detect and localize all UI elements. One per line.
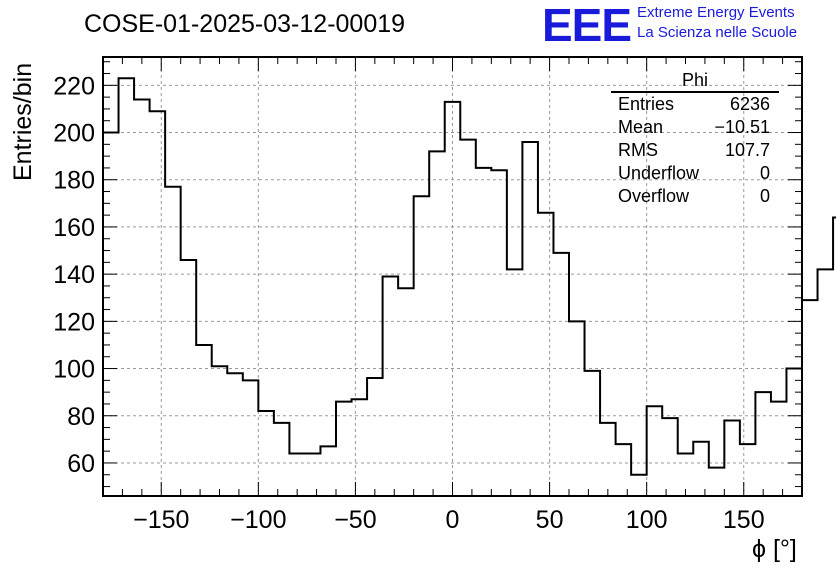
histogram-bin: [585, 371, 601, 496]
histogram-bin: [755, 392, 771, 496]
histogram-bin: [631, 475, 647, 496]
x-tick-label: 0: [446, 506, 460, 534]
histogram-bin: [103, 133, 119, 496]
stats-row-overflow: Overflow 0: [611, 185, 779, 208]
eee-logo: EEE: [542, 0, 632, 51]
stats-key: Entries: [618, 94, 675, 114]
histogram-bin: [367, 378, 383, 496]
stats-key: Overflow: [618, 186, 690, 206]
histogram-bin: [429, 151, 445, 496]
stats-key: Mean: [618, 117, 664, 137]
histogram-bin: [491, 170, 507, 496]
histogram-bin: [274, 423, 290, 496]
histogram-bin: [522, 142, 538, 496]
stats-value: 0: [759, 186, 770, 206]
x-tick-label: −100: [230, 506, 286, 534]
histogram-bin: [243, 380, 259, 496]
histogram-bin: [336, 402, 352, 496]
stats-value: 0: [759, 163, 770, 183]
histogram-bin: [134, 99, 150, 496]
stats-row-entries: Entries 6236: [611, 93, 779, 116]
histogram-bin: [445, 102, 461, 496]
histogram-bin: [662, 418, 678, 496]
histogram-bin: [693, 442, 709, 496]
y-tick-label: 140: [53, 261, 95, 289]
y-tick-label: 120: [53, 308, 95, 336]
plot-frame: [102, 56, 803, 497]
y-tick-label: 220: [53, 72, 95, 100]
stats-value: 6236: [729, 94, 770, 114]
histogram-bin: [538, 213, 554, 496]
histogram-bin: [352, 399, 368, 496]
histogram-bin: [569, 321, 585, 496]
stats-key: RMS: [618, 140, 658, 160]
brand-line-2: La Scienza nelle Scuole: [637, 24, 798, 41]
x-tick-label: −50: [334, 506, 376, 534]
histogram-bin: [320, 446, 336, 496]
histogram-bin: [383, 277, 399, 497]
histogram-bin: [181, 260, 197, 496]
y-axis-label: Entries/bin: [9, 62, 37, 181]
y-tick-label: 100: [53, 356, 95, 384]
y-tick-label: 180: [53, 167, 95, 195]
x-axis-label: ϕ [°]: [752, 535, 797, 563]
histogram-bin: [740, 444, 756, 496]
stats-title: Phi: [611, 70, 779, 93]
histogram-bin: [786, 369, 802, 496]
histogram-bin: [258, 411, 274, 496]
stats-row-mean: Mean −10.51: [611, 116, 779, 139]
x-tick-label: 50: [536, 506, 564, 534]
x-tick-label: 150: [723, 506, 765, 534]
histogram-bin: [414, 196, 430, 496]
histogram-bin: [165, 187, 181, 496]
histogram-bin: [305, 454, 321, 496]
histogram-bin: [771, 402, 787, 496]
histogram-bin: [398, 288, 414, 496]
y-tick-label: 80: [67, 403, 95, 431]
histogram-bin: [289, 454, 305, 496]
y-tick-label: 200: [53, 120, 95, 148]
histogram-bin: [507, 269, 523, 496]
histogram-bin: [553, 253, 569, 496]
histogram-bin: [227, 373, 243, 496]
brand-line-1: Extreme Energy Events: [637, 4, 795, 21]
histogram-bin: [724, 420, 740, 496]
stats-value: −10.51: [714, 117, 770, 137]
stats-row-underflow: Underflow 0: [611, 162, 779, 185]
histogram-bin: [616, 444, 632, 496]
y-tick-label: 160: [53, 214, 95, 242]
histogram-bin: [476, 168, 492, 496]
histogram-bin: [709, 468, 725, 496]
histogram-bin: [818, 269, 834, 496]
histogram-outline: [103, 77, 836, 476]
histogram-bin: [600, 423, 616, 496]
histogram-bin: [119, 78, 135, 496]
stats-box: Phi Entries 6236 Mean −10.51 RMS 107.7 U…: [611, 70, 779, 208]
x-tick-label: 100: [626, 506, 668, 534]
y-tick-label: 60: [67, 450, 95, 478]
histogram-bin: [460, 140, 476, 496]
histogram-bin: [802, 300, 818, 496]
chart-title: COSE-01-2025-03-12-00019: [84, 10, 406, 38]
histogram-bin: [196, 345, 212, 496]
stats-key: Underflow: [618, 163, 700, 183]
histogram-bin: [150, 111, 166, 496]
stats-row-rms: RMS 107.7: [611, 139, 779, 162]
histogram-bin: [647, 406, 663, 496]
histogram-bin: [678, 454, 694, 496]
histogram-bin: [212, 366, 228, 496]
x-tick-label: −150: [133, 506, 189, 534]
stats-value: 107.7: [724, 140, 770, 160]
